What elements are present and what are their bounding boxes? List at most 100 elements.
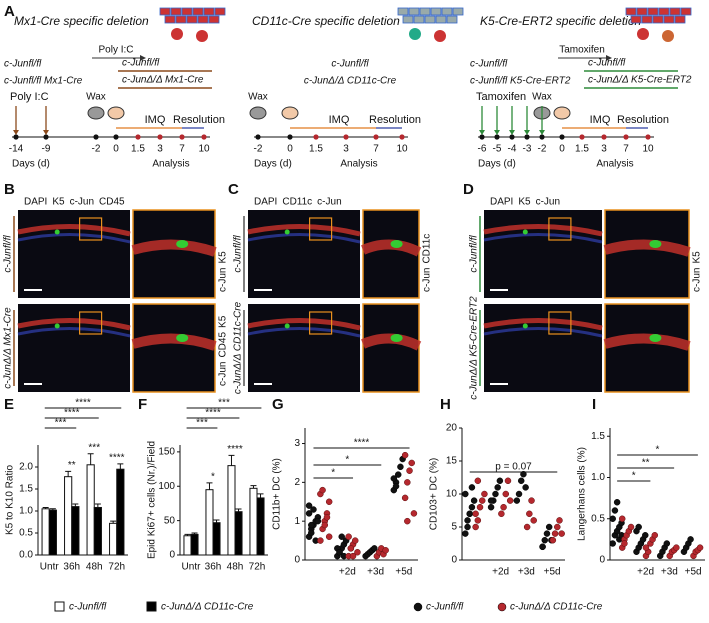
timepoint: [287, 134, 293, 140]
arrow-head: [606, 55, 612, 61]
dot: [545, 523, 553, 531]
y-tick-label: 2: [294, 477, 300, 488]
bar: [212, 522, 221, 556]
dot: [611, 507, 619, 514]
cell-icon: [446, 15, 458, 24]
dot: [325, 533, 333, 540]
dot: [310, 506, 317, 513]
resolution: Resolution: [617, 114, 669, 126]
cell-icon: [175, 15, 187, 24]
panel-letter: I: [592, 396, 596, 413]
genotype: c-Junfl/fl: [331, 59, 369, 70]
cell-icon: [637, 28, 649, 40]
arrow-head: [479, 130, 485, 135]
cell-icon: [452, 7, 464, 16]
cell-icon: [636, 7, 648, 16]
x-tick-label: +2d: [492, 567, 509, 578]
row-label: c-Junfl/fl: [469, 235, 480, 273]
imq: IMQ: [329, 114, 350, 126]
dot: [474, 517, 482, 524]
cell-icon: [424, 15, 436, 24]
cell-icon: [196, 30, 208, 42]
mouse-icon: [553, 106, 571, 120]
y-tick-label: 5: [451, 522, 457, 533]
dot: [494, 484, 501, 491]
timepoint: [399, 134, 405, 140]
error-bar: [49, 508, 56, 511]
epidermis: [17, 317, 131, 331]
cell-icon: [674, 15, 686, 24]
inset: [132, 303, 216, 393]
dot: [401, 451, 409, 459]
dot: [401, 494, 409, 502]
day-label: 0: [113, 144, 119, 155]
cjun-signal: [284, 229, 290, 235]
x-tick-label: +2d: [339, 567, 356, 578]
dot: [609, 540, 616, 547]
day-label: 10: [642, 144, 654, 155]
dot: [526, 510, 533, 518]
dot: [549, 536, 557, 544]
dot: [523, 523, 531, 531]
epidermis: [483, 223, 603, 237]
dot: [556, 517, 563, 524]
y-tick-label: 0: [451, 555, 457, 566]
day-label: 7: [373, 144, 379, 155]
axis-label: Days (d): [478, 159, 516, 170]
panel-letter: B: [4, 181, 15, 198]
analysis: Analysis: [340, 159, 377, 170]
inset-cjun: [649, 334, 662, 342]
dot: [404, 517, 411, 525]
inset-epidermis: [603, 333, 691, 351]
inset-box: [78, 217, 103, 241]
cell-icon: [397, 7, 409, 16]
dot: [504, 477, 512, 485]
nuclei: [17, 326, 131, 338]
timepoint: [135, 134, 141, 140]
bar: [48, 509, 57, 556]
dot: [492, 490, 499, 498]
y-tick-label: 100: [158, 481, 175, 492]
significance: ***: [218, 398, 230, 409]
inset-epidermis: [131, 333, 217, 351]
dot: [498, 510, 505, 518]
dot: [558, 530, 565, 537]
arrow-head: [43, 130, 49, 135]
bar: [116, 468, 125, 556]
dot: [305, 510, 313, 517]
stain-label: c-Jun: [536, 197, 560, 208]
y-tick-label: 15: [446, 456, 458, 467]
inset-box: [309, 311, 333, 335]
dot: [618, 515, 626, 522]
x-tick-label: 48h: [86, 562, 103, 573]
axis-label: Days (d): [12, 159, 50, 170]
cjun-signal: [522, 323, 528, 329]
inset-cjun: [176, 334, 189, 342]
timepoint: [601, 134, 607, 140]
error-bar: [206, 482, 213, 490]
bar: [183, 535, 192, 556]
micrograph: [484, 304, 602, 392]
dot: [522, 484, 529, 491]
epidermis: [247, 317, 361, 331]
nuclei: [17, 232, 131, 244]
error-bar: [235, 508, 242, 512]
inset-box: [548, 311, 572, 335]
y-axis-label: CD11b+ DC (%): [272, 458, 283, 530]
dot: [539, 543, 546, 551]
timepoint: [201, 134, 207, 140]
inset: [604, 209, 690, 299]
stain-label: DAPI: [254, 197, 277, 208]
cell-icon: [658, 7, 670, 16]
dot: [345, 533, 352, 540]
arrow-head: [140, 55, 146, 61]
stain-label: K5: [52, 197, 65, 208]
day-label: 3: [601, 144, 607, 155]
micrograph: [484, 210, 602, 298]
timepoint: [113, 134, 119, 140]
dot: [642, 532, 649, 539]
outcome: c-Junfl/fl: [588, 58, 626, 69]
dot: [515, 490, 523, 498]
y-tick-label: 1.5: [591, 431, 605, 442]
scheme-title: K5-Cre-ERT2 specific deletion: [480, 14, 642, 28]
